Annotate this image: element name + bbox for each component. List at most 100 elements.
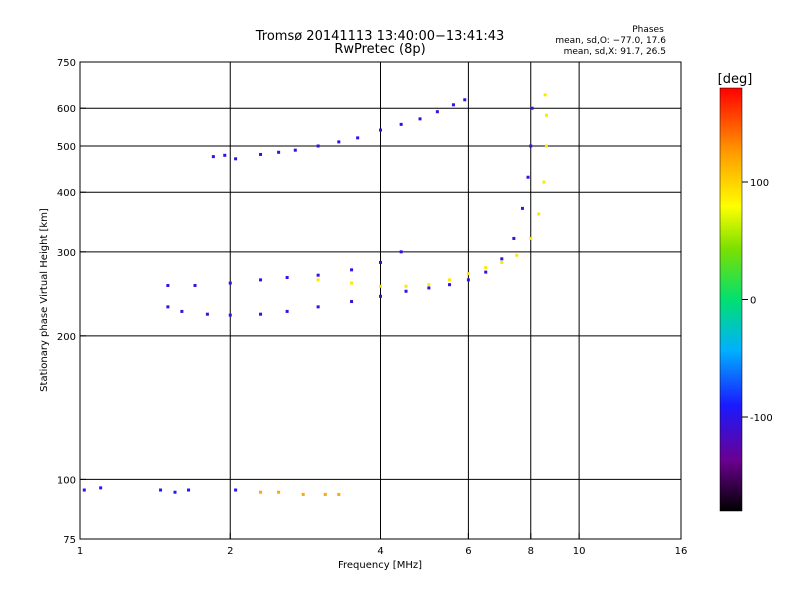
x-tick-label: 1 [77,546,83,557]
data-point-4 [234,488,238,492]
y-axis-label: Stationary phase Virtual Height [km] [39,208,50,392]
data-point-2 [427,283,431,287]
data-point-2 [466,272,470,276]
y-tick-label: 750 [57,58,76,69]
data-point-1 [404,289,408,293]
data-point-0 [316,144,320,148]
data-point-2 [484,266,488,270]
data-point-1 [228,313,232,317]
data-point-2 [379,284,382,288]
data-point-2 [544,113,548,117]
x-tick-label: 6 [465,546,471,557]
data-point-1 [316,305,320,309]
y-tick-label: 600 [57,104,76,115]
data-point-2 [515,253,519,257]
data-point-1 [512,236,516,240]
x-tick-label: 8 [528,546,534,557]
data-point-1 [484,270,488,274]
data-point-0 [223,153,227,157]
chart-title: Tromsø 20141113 13:40:00−13:41:43 [255,29,505,44]
data-point-1 [520,206,524,210]
x-tick-label: 2 [227,546,233,557]
y-tick-label: 500 [57,142,76,153]
data-points [82,93,548,496]
data-point-4 [173,490,177,494]
data-point-4 [159,488,163,492]
colorbar-tick-label: -100 [750,413,773,424]
data-point-1 [379,294,382,298]
data-point-5 [337,492,341,496]
data-point-1 [205,312,209,316]
chart-subtitle: RwPretec (8p) [334,42,425,57]
phase-box-title: Phases [632,25,664,35]
colorbar-tick-label: 100 [750,178,769,189]
data-point-0 [234,157,238,161]
data-point-2 [316,278,320,282]
data-point-0 [337,140,341,144]
data-point-0 [211,155,215,159]
data-point-0 [356,136,360,140]
data-point-0 [463,98,467,102]
x-tick-label: 10 [573,546,586,557]
data-point-1 [427,286,431,290]
data-point-1 [350,300,354,304]
data-point-0 [399,122,403,126]
data-point-2 [544,144,548,148]
data-point-4 [82,488,86,492]
grid-lines [80,62,681,539]
data-point-3 [316,273,320,277]
data-point-1 [180,309,184,313]
x-axis-label: Frequency [MHz] [338,560,422,571]
data-point-5 [259,490,263,494]
y-tick-label: 100 [57,475,76,486]
data-point-1 [166,305,170,309]
data-point-4 [187,488,191,492]
data-point-3 [259,278,263,282]
y-tick-label: 400 [57,188,76,199]
data-point-3 [166,283,170,287]
data-point-2 [537,212,541,216]
data-point-2 [404,284,408,288]
colorbar-tick-label: 0 [750,296,756,307]
data-point-1 [500,257,504,261]
y-tick-label: 75 [63,535,76,546]
phase-box-line-x: mean, sd,X: 91.7, 26.5 [564,47,666,57]
data-point-2 [500,260,504,264]
data-point-4 [99,486,103,490]
data-point-1 [530,106,534,110]
data-point-5 [301,492,305,496]
data-point-0 [418,117,422,121]
data-point-1 [529,144,533,148]
colorbar [719,87,743,512]
y-tick-label: 200 [57,332,76,343]
colorbar-label: [deg] [718,72,753,87]
data-point-3 [399,250,403,254]
data-point-2 [529,236,533,240]
data-point-3 [379,260,382,264]
y-tick-label: 300 [57,248,76,259]
data-point-0 [277,150,281,154]
x-tick-label: 16 [675,546,688,557]
colorbar-ticks: 100 0 -100 [742,178,773,424]
data-point-3 [350,268,354,272]
data-point-0 [293,148,297,152]
data-point-1 [466,278,470,282]
data-point-3 [193,283,197,287]
data-point-1 [259,312,263,316]
data-point-3 [228,281,232,285]
y-axis-ticks: 75 100 200 300 400 500 600 750 [57,58,86,546]
data-point-1 [526,175,530,179]
data-point-0 [259,152,263,156]
data-point-2 [543,93,547,97]
phase-box-line-o: mean, sd,O: −77.0, 17.6 [555,36,666,46]
data-point-5 [323,492,327,496]
data-point-0 [435,110,439,114]
data-point-2 [350,281,354,285]
data-point-3 [285,276,289,280]
x-tick-label: 4 [377,546,383,557]
data-point-5 [277,490,281,494]
x-axis-ticks: 1 2 4 6 8 10 16 [77,533,688,557]
data-point-2 [448,278,452,282]
data-point-2 [542,180,546,184]
